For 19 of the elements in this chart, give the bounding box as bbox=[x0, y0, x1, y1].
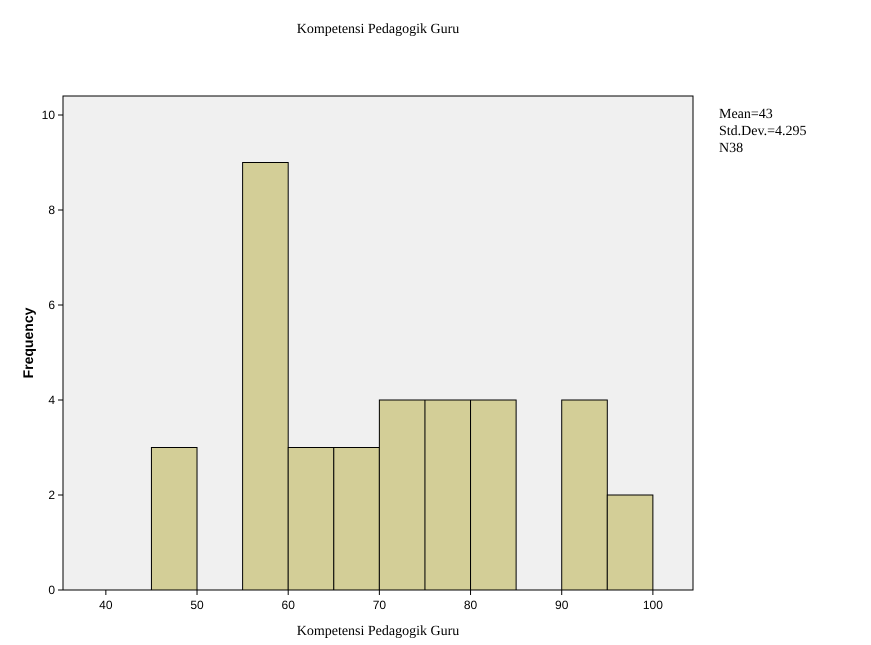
x-tick-label: 70 bbox=[372, 598, 386, 612]
y-tick-label: 10 bbox=[42, 108, 56, 122]
y-tick-label: 0 bbox=[48, 583, 56, 597]
chart-title: Kompetensi Pedagogik Guru bbox=[296, 22, 460, 37]
x-axis-title: Kompetensi Pedagogik Guru bbox=[296, 624, 460, 639]
x-tick-label: 90 bbox=[555, 598, 569, 612]
x-tick-label: 50 bbox=[190, 598, 204, 612]
y-tick-label: 8 bbox=[48, 203, 56, 217]
x-tick-label: 60 bbox=[282, 598, 296, 612]
text: Std.Dev.=4.295 bbox=[719, 124, 806, 139]
x-tick-label: 80 bbox=[464, 598, 478, 612]
y-tick-label: 4 bbox=[48, 393, 56, 407]
x-tick-label: 40 bbox=[99, 598, 113, 612]
y-axis-title: Frequency bbox=[20, 307, 36, 378]
text: Mean=43 bbox=[719, 107, 773, 122]
y-tick-label: 2 bbox=[48, 488, 56, 502]
x-tick-label: 100 bbox=[642, 598, 664, 612]
y-tick-label: 6 bbox=[48, 298, 56, 312]
text: N38 bbox=[719, 141, 744, 156]
